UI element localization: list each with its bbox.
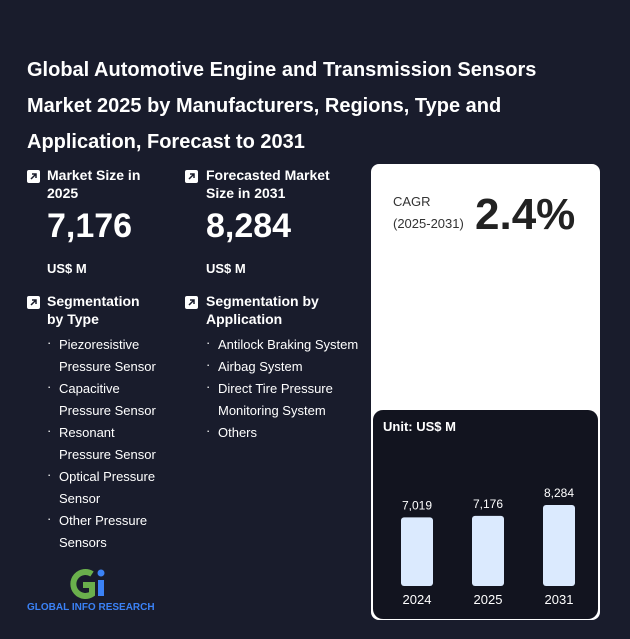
icon bbox=[27, 296, 40, 309]
logo-mark bbox=[70, 569, 105, 599]
bar bbox=[401, 517, 433, 586]
cagr-period: (2025-2031) bbox=[393, 216, 464, 231]
icon bbox=[27, 170, 40, 183]
list-item: Resonant Pressure Sensor bbox=[47, 420, 162, 466]
cagr-value: 2.4% bbox=[475, 190, 576, 239]
list-item: Antilock Braking System bbox=[206, 332, 361, 356]
list-item: Direct Tire Pressure Monitoring System bbox=[206, 376, 361, 422]
x-tick-label: 2024 bbox=[403, 592, 432, 607]
segment-app-title: Segmentation by Application bbox=[206, 293, 319, 327]
list-item: Optical Pressure Sensor bbox=[47, 464, 162, 510]
x-tick-label: 2025 bbox=[474, 592, 503, 607]
forecast-value: 8,284 bbox=[206, 207, 292, 245]
title: Global Automotive Engine and Transmissio… bbox=[27, 59, 537, 153]
chart: 7,019 2024 7,176 2025 8,284 2031 bbox=[401, 486, 575, 607]
list-item: Others bbox=[206, 420, 361, 444]
unit-label: Unit: US$ M bbox=[383, 419, 456, 434]
icon bbox=[185, 170, 198, 183]
x-tick-label: 2031 bbox=[545, 592, 574, 607]
market-size-value: 7,176 bbox=[47, 207, 133, 245]
list-item: Airbag System bbox=[206, 354, 361, 378]
cagr-label: CAGR bbox=[393, 194, 431, 209]
segment-type-title: Segmentation by Type bbox=[47, 293, 140, 327]
forecast-unit: US$ M bbox=[206, 261, 246, 276]
market-size-unit: US$ M bbox=[47, 261, 87, 276]
value-label: 8,284 bbox=[544, 486, 574, 500]
bar bbox=[543, 504, 575, 586]
type-list: Piezoresistive Pressure SensorCapacitive… bbox=[47, 332, 162, 554]
application-list: Antilock Braking SystemAirbag SystemDire… bbox=[206, 332, 361, 444]
icon bbox=[185, 296, 198, 309]
value-label: 7,019 bbox=[402, 498, 432, 512]
bar bbox=[472, 515, 504, 586]
logo-text: GLOBAL INFO RESEARCH bbox=[27, 602, 155, 613]
list-item: Capacitive Pressure Sensor bbox=[47, 376, 162, 422]
forecast-label: Forecasted Market Size in 2031 bbox=[206, 167, 330, 201]
value-label: 7,176 bbox=[473, 497, 503, 511]
list-item: Other Pressure Sensors bbox=[47, 508, 162, 554]
market-size-label: Market Size in 2025 bbox=[47, 167, 141, 201]
list-item: Piezoresistive Pressure Sensor bbox=[47, 332, 162, 378]
